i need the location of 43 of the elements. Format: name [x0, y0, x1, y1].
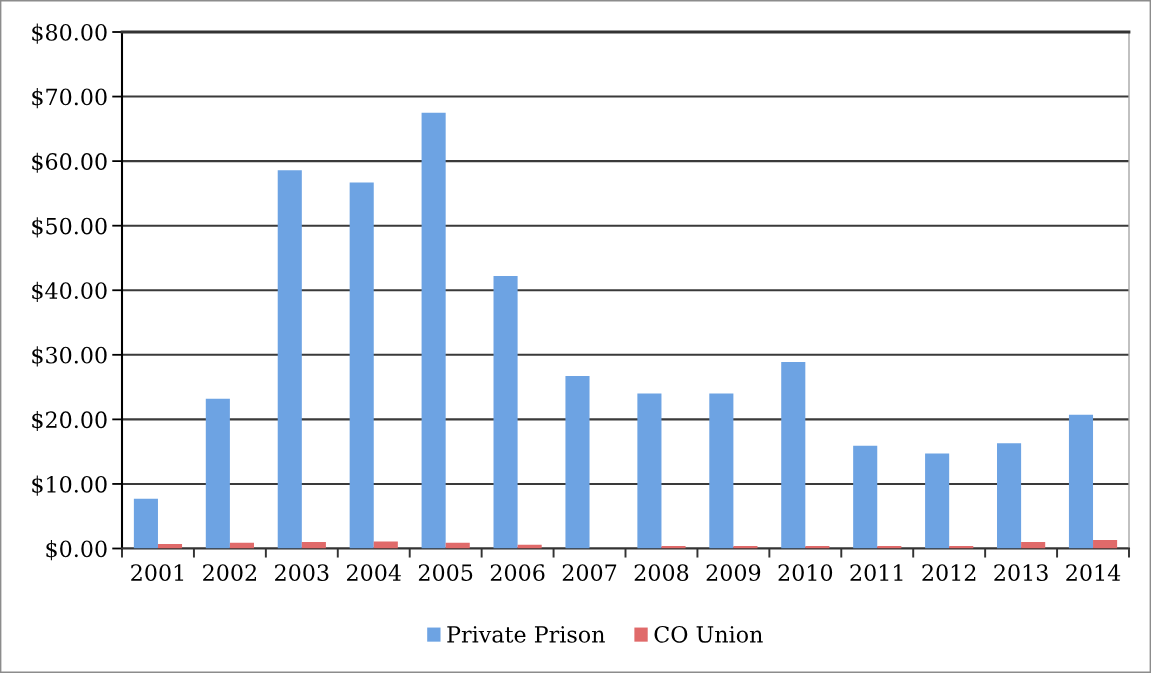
bar: [277, 170, 302, 549]
bar: [709, 393, 734, 549]
bar: [421, 112, 446, 549]
x-tick-label: 2007: [562, 564, 617, 581]
x-tick-label: 2011: [850, 564, 903, 581]
x-tick-label: 2005: [418, 564, 473, 581]
x-tick-label: 2002: [203, 564, 256, 581]
x-tick-label: 2004: [346, 564, 401, 581]
y-tick-label: $10.00: [32, 475, 107, 496]
bar: [1021, 542, 1046, 549]
x-tick-label: 2001: [131, 564, 184, 581]
y-tick-label: $50.00: [32, 217, 107, 238]
bar: [301, 542, 326, 549]
x-tick-label: 2009: [706, 564, 761, 581]
bar: [853, 445, 878, 549]
y-tick-label: $60.00: [32, 152, 107, 173]
y-tick-label: $30.00: [32, 346, 107, 367]
x-tick-label: 2013: [994, 564, 1048, 581]
bar: [493, 276, 518, 549]
bar: [133, 498, 158, 549]
bar: [925, 453, 950, 549]
bar: [637, 393, 662, 549]
y-tick-label: $70.00: [32, 88, 107, 109]
bar: [781, 361, 806, 549]
x-tick-label: 2008: [634, 564, 689, 581]
y-tick-label: $20.00: [32, 410, 107, 432]
bar: [205, 398, 230, 549]
bar: [997, 443, 1022, 549]
y-tick-label: $40.00: [32, 281, 107, 302]
x-tick-label: 2014: [1066, 564, 1121, 581]
y-tick-label: $80.00: [32, 23, 107, 44]
x-tick-label: 2012: [922, 564, 976, 581]
x-tick-label: 2006: [490, 564, 545, 581]
bar: [1068, 414, 1094, 549]
x-tick-label: 2010: [778, 564, 833, 581]
legend-label: Private Prison: [447, 626, 605, 643]
bar: [565, 376, 590, 549]
legend-label: CO Union: [654, 625, 763, 643]
x-tick-label: 2003: [275, 564, 329, 581]
y-tick-label: $0.00: [46, 540, 107, 561]
bar: [349, 182, 374, 549]
bar: [1093, 540, 1118, 549]
bar: [373, 541, 398, 549]
